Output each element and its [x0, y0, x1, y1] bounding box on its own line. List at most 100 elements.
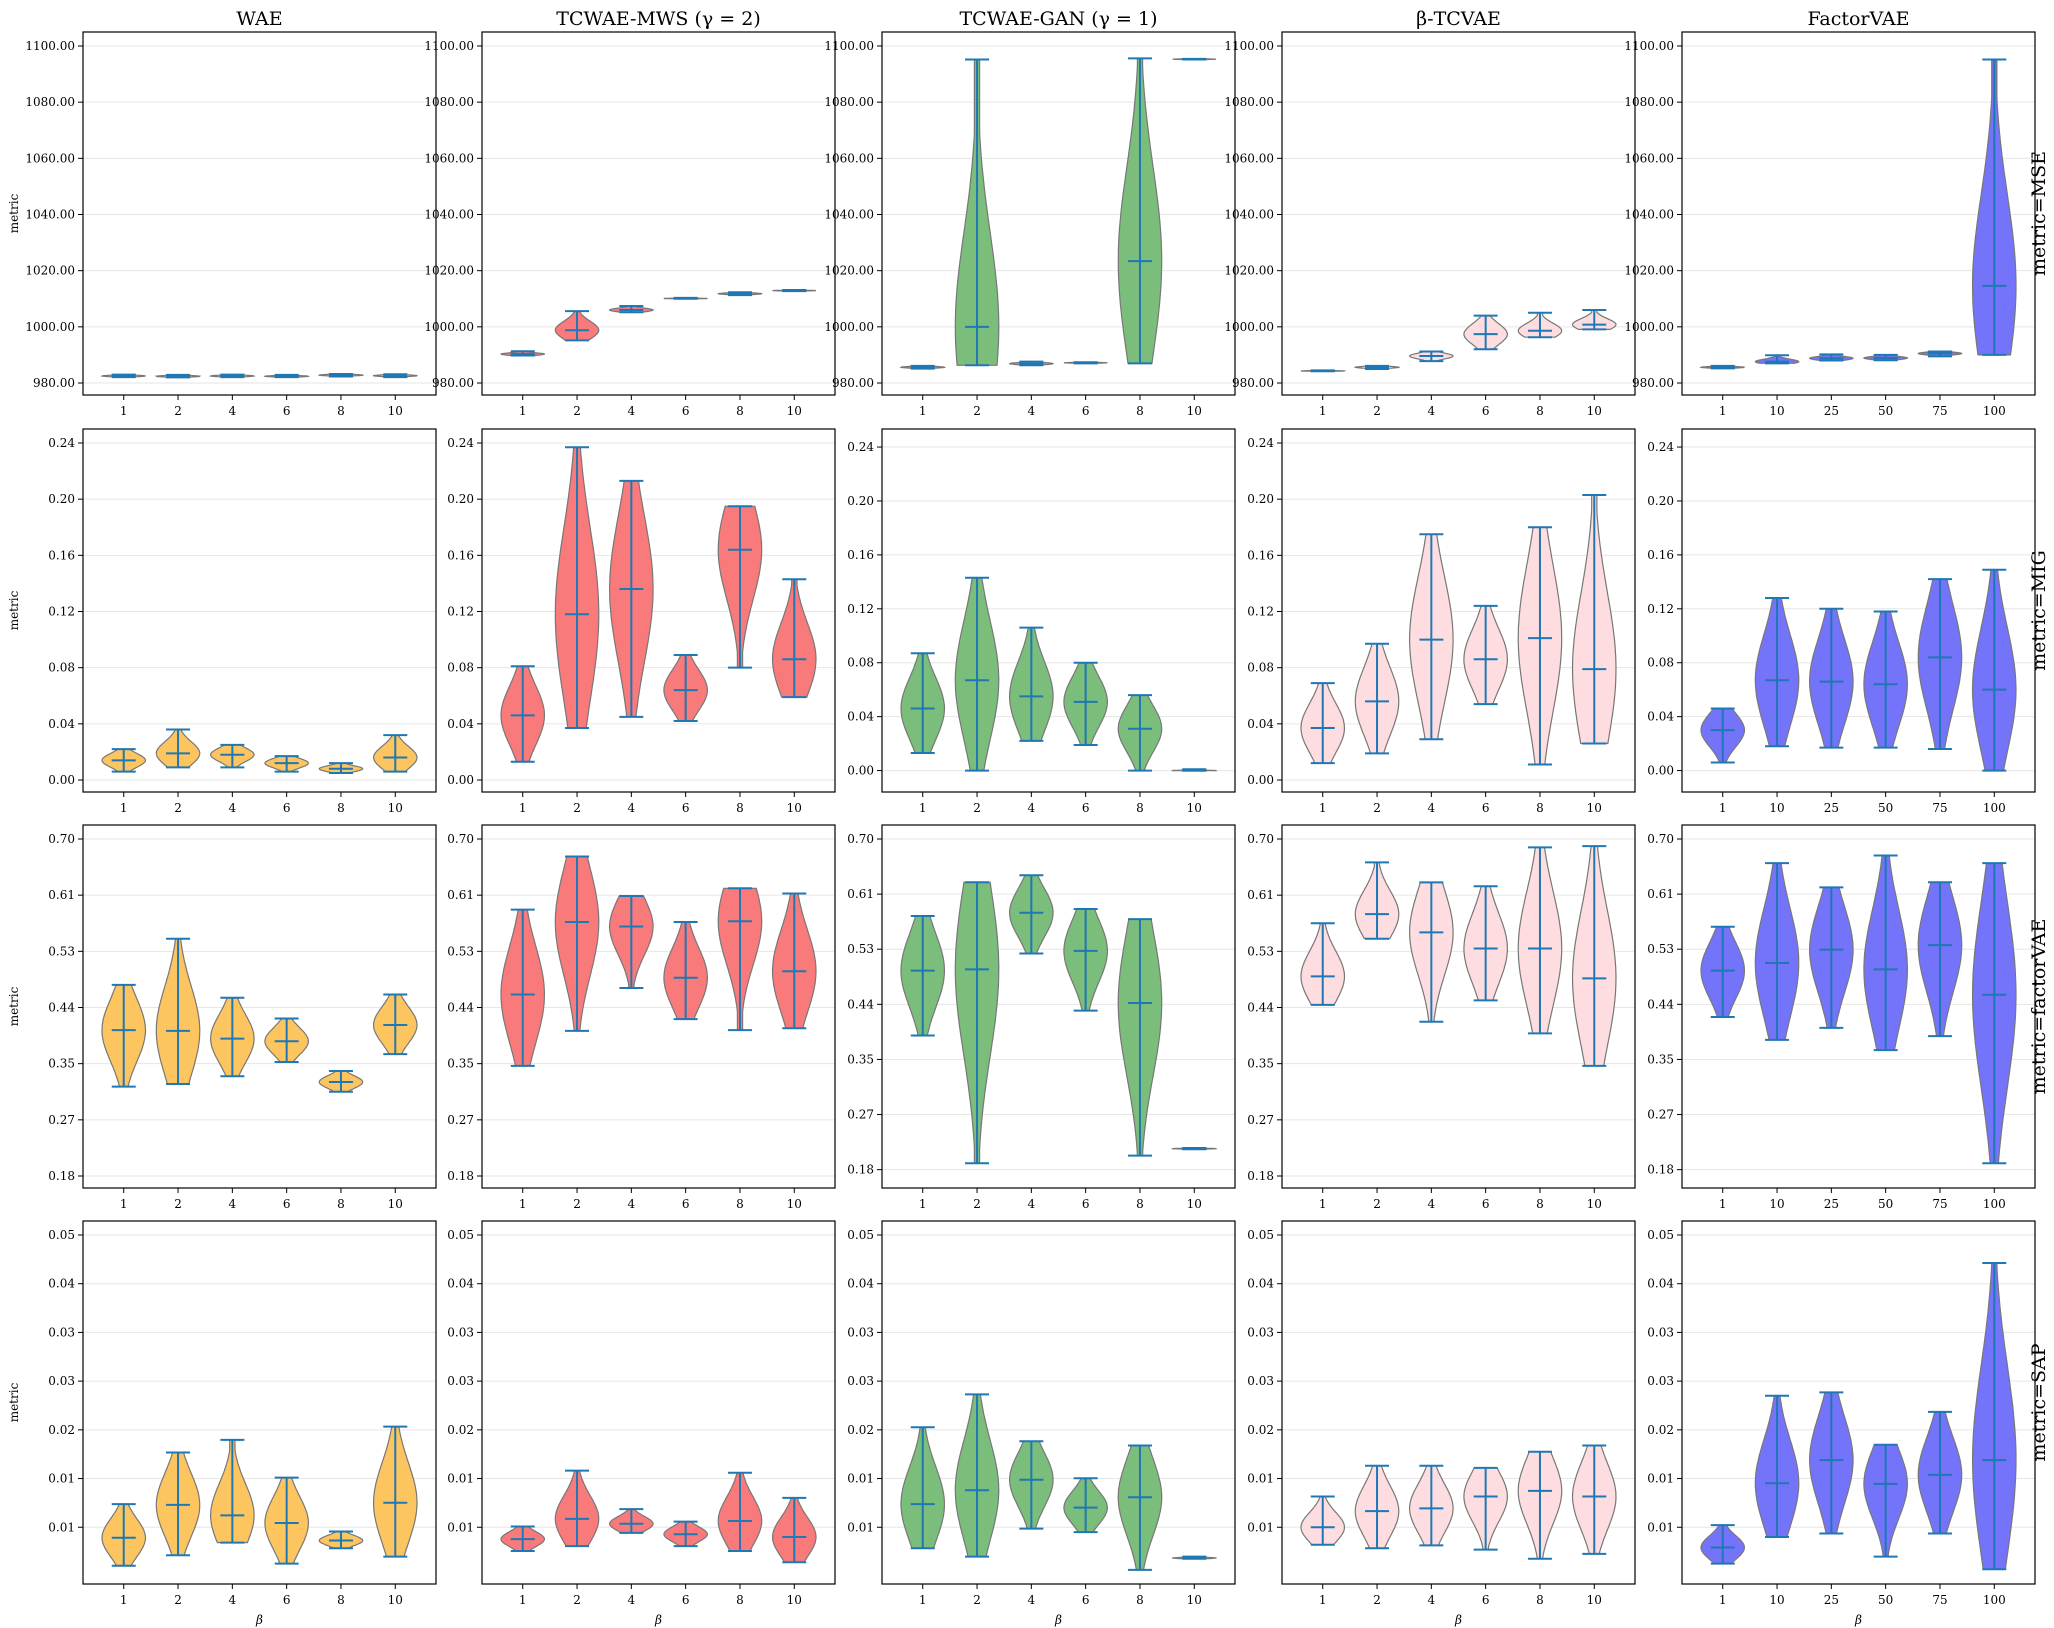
y-tick-label: 980.00 — [832, 376, 874, 390]
violin-panel: 0.00 0.04 0.08 0.12 0.16 0.20 0.24 1 2 4 6 8 10 — [447, 428, 836, 815]
panel-frame — [1281, 824, 1636, 1189]
y-tick-label: 1000.00 — [424, 320, 474, 334]
y-tick-label: 0.16 — [1647, 548, 1674, 562]
x-tick-label: 1 — [919, 1593, 927, 1607]
x-tick-label: 10 — [1769, 1197, 1784, 1211]
column-title: β-TCVAE — [1416, 8, 1501, 30]
x-tick-label: 1 — [1319, 404, 1327, 418]
x-tick-label: 4 — [1028, 801, 1036, 815]
y-tick-label: 0.20 — [48, 492, 75, 506]
x-tick-label: 4 — [229, 404, 237, 418]
y-tick-label: 0.02 — [847, 1423, 874, 1437]
x-tick-label: 2 — [573, 1197, 581, 1211]
y-tick-label: 0.16 — [48, 548, 75, 562]
violin-panel: 0.00 0.04 0.08 0.12 0.16 0.20 0.24 1 2 4 6 8 10 — [847, 428, 1236, 815]
y-tick-label: 0.00 — [447, 773, 474, 787]
x-tick-label: 6 — [682, 1593, 690, 1607]
x-tick-label: 1 — [120, 1593, 128, 1607]
x-tick-label: 10 — [1587, 801, 1602, 815]
violin-panel: 0.00 0.04 0.08 0.12 0.16 0.20 0.24 1 10 25 50 75 100 — [1647, 428, 2036, 815]
y-tick-label: 0.12 — [1647, 602, 1674, 616]
y-tick-label: 1040.00 — [1224, 208, 1274, 222]
x-tick-label: 1 — [919, 1197, 927, 1211]
y-tick-label: 0.70 — [847, 832, 874, 846]
y-tick-label: 1100.00 — [25, 39, 75, 53]
y-tick-label: 0.01 — [1647, 1520, 1674, 1534]
y-tick-label: 1040.00 — [1624, 208, 1674, 222]
y-tick-label: 0.53 — [48, 944, 75, 958]
y-tick-label: 1000.00 — [824, 320, 874, 334]
y-tick-label: 0.08 — [447, 661, 474, 675]
y-tick-label: 1060.00 — [1224, 151, 1274, 165]
x-tick-label: 8 — [736, 801, 744, 815]
x-tick-label: 8 — [1536, 1197, 1544, 1211]
y-tick-label: 0.53 — [847, 942, 874, 956]
y-tick-label: 0.16 — [847, 548, 874, 562]
y-tick-label: 0.02 — [48, 1423, 75, 1437]
y-tick-label: 0.04 — [48, 1277, 75, 1291]
y-tick-label: 1020.00 — [1224, 264, 1274, 278]
y-tick-label: 0.20 — [1647, 494, 1674, 508]
y-tick-label: 1000.00 — [1624, 320, 1674, 334]
y-tick-label: 0.70 — [1647, 832, 1674, 846]
y-tick-label: 0.04 — [1647, 1277, 1674, 1291]
x-tick-label: 1 — [519, 801, 527, 815]
violin-panel: 980.00 1000.00 1020.00 1040.00 1060.00 1080.0… — [824, 31, 1236, 418]
y-tick-label: 0.01 — [48, 1520, 75, 1534]
x-tick-label: 10 — [1769, 404, 1784, 418]
y-tick-label: 0.12 — [847, 602, 874, 616]
y-tick-label: 0.03 — [447, 1325, 474, 1339]
x-tick-label: 100 — [1983, 1593, 2006, 1607]
x-tick-label: 10 — [388, 1593, 403, 1607]
y-tick-label: 1080.00 — [824, 95, 874, 109]
x-tick-label: 2 — [973, 1593, 981, 1607]
y-tick-label: 0.61 — [48, 888, 75, 902]
y-tick-label: 0.61 — [447, 888, 474, 902]
x-tick-label: 10 — [388, 801, 403, 815]
y-tick-label: 0.44 — [1647, 997, 1674, 1011]
y-tick-label: 0.70 — [1247, 832, 1274, 846]
x-tick-label: 4 — [1028, 1197, 1036, 1211]
x-tick-label: 2 — [1373, 801, 1381, 815]
x-tick-label: 100 — [1983, 404, 2006, 418]
x-tick-label: 4 — [1428, 801, 1436, 815]
x-tick-label: 50 — [1878, 404, 1893, 418]
x-tick-label: 2 — [174, 1197, 182, 1211]
y-tick-label: 0.18 — [447, 1169, 474, 1183]
y-tick-label: 1100.00 — [824, 39, 874, 53]
x-tick-label: 8 — [337, 1197, 345, 1211]
x-tick-label: 4 — [628, 404, 636, 418]
x-tick-label: 4 — [1428, 1197, 1436, 1211]
y-tick-label: 1020.00 — [1624, 264, 1674, 278]
x-tick-label: 50 — [1878, 1593, 1893, 1607]
x-tick-label: 6 — [1082, 1593, 1090, 1607]
violin-panel: 0.18 0.27 0.35 0.44 0.53 0.61 0.70 1 2 4 6 8 10 — [1247, 824, 1636, 1211]
y-tick-label: 0.01 — [48, 1472, 75, 1486]
x-tick-label: 6 — [1482, 1593, 1490, 1607]
y-tick-label: 0.00 — [1247, 773, 1274, 787]
y-tick-label: 1100.00 — [1224, 39, 1274, 53]
column-title: TCWAE-MWS (γ = 2) — [556, 8, 760, 30]
x-tick-label: 100 — [1983, 801, 2006, 815]
violin-panel: 0.01 0.01 0.02 0.03 0.03 0.04 0.05 metric β 1 2 4 6 8… — [7, 1220, 437, 1627]
y-tick-label: 0.05 — [1247, 1228, 1274, 1242]
y-tick-label: 1040.00 — [824, 208, 874, 222]
x-tick-label: 6 — [1082, 1197, 1090, 1211]
x-tick-label: 50 — [1878, 1197, 1893, 1211]
x-axis-label: β — [654, 1613, 662, 1627]
y-tick-label: 0.01 — [847, 1520, 874, 1534]
y-tick-label: 0.24 — [1247, 436, 1274, 450]
x-tick-label: 10 — [787, 1197, 802, 1211]
violin-panel: 0.18 0.27 0.35 0.44 0.53 0.61 0.70 1 10 25 50 75 100 — [1647, 824, 2036, 1211]
y-tick-label: 1020.00 — [824, 264, 874, 278]
x-tick-label: 1 — [1719, 1197, 1727, 1211]
violin-panel: 0.00 0.04 0.08 0.12 0.16 0.20 0.24 metric 1 2 4 6 8 1… — [7, 428, 437, 815]
y-tick-label: 0.05 — [447, 1228, 474, 1242]
panel-frame — [481, 428, 836, 793]
y-tick-label: 0.20 — [447, 492, 474, 506]
y-tick-label: 1060.00 — [1624, 151, 1674, 165]
y-tick-label: 1040.00 — [25, 208, 75, 222]
x-tick-label: 6 — [1082, 404, 1090, 418]
y-tick-label: 0.04 — [847, 710, 874, 724]
